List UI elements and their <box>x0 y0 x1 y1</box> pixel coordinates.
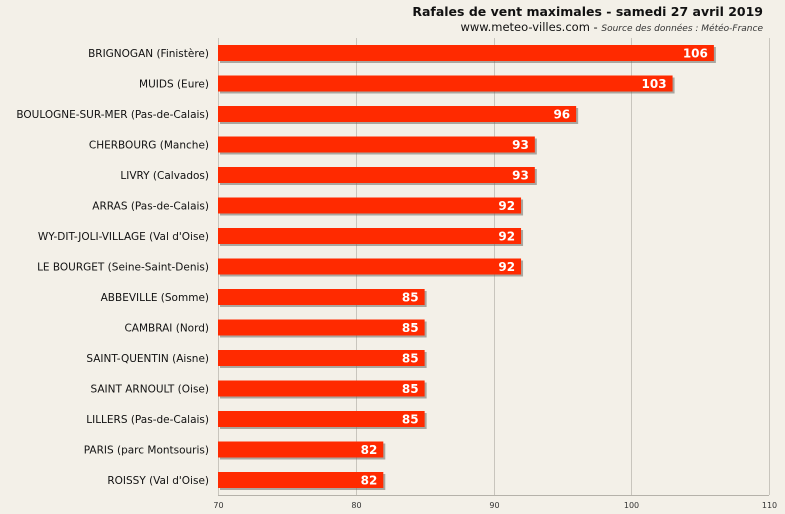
bar <box>218 106 577 122</box>
value-label: 85 <box>402 352 419 366</box>
value-label: 103 <box>642 77 667 91</box>
chart-header: Rafales de vent maximales - samedi 27 av… <box>412 4 763 37</box>
x-tick-label: 80 <box>351 501 361 510</box>
value-label: 85 <box>402 382 419 396</box>
value-label: 106 <box>683 47 708 61</box>
chart-title: Rafales de vent maximales - samedi 27 av… <box>412 4 763 19</box>
value-label: 93 <box>512 138 529 152</box>
value-label: 92 <box>498 199 515 213</box>
value-label: 85 <box>402 413 419 427</box>
category-label: SAINT ARNOULT (Oise) <box>91 384 210 396</box>
category-label: BOULOGNE-SUR-MER (Pas-de-Calais) <box>16 109 209 121</box>
bar <box>218 289 425 305</box>
bar <box>218 228 522 244</box>
bar <box>218 45 714 61</box>
x-tick-label: 70 <box>213 501 223 510</box>
category-label: PARIS (parc Montsouris) <box>84 445 209 457</box>
bar <box>218 319 425 336</box>
bar <box>218 167 535 183</box>
value-label: 85 <box>402 321 419 335</box>
x-tick-label: 90 <box>489 501 499 510</box>
subtitle-separator: - <box>589 20 602 34</box>
chart-subtitle: www.meteo-villes.com - Source des donnée… <box>412 20 763 37</box>
category-label: CAMBRAI (Nord) <box>124 323 209 335</box>
category-label: SAINT-QUENTIN (Aisne) <box>86 353 209 365</box>
bar <box>218 472 384 488</box>
value-label: 92 <box>498 230 515 244</box>
data-source: Source des données : Météo-France <box>601 24 763 34</box>
value-label: 82 <box>361 443 378 457</box>
bar <box>218 441 384 458</box>
bar <box>218 75 673 92</box>
category-label: ROISSY (Val d'Oise) <box>107 475 209 487</box>
bar <box>218 350 425 366</box>
x-tick-label: 100 <box>624 501 639 510</box>
bar <box>218 258 522 275</box>
category-label: WY-DIT-JOLI-VILLAGE (Val d'Oise) <box>38 231 209 243</box>
category-label: LILLERS (Pas-de-Calais) <box>86 414 209 426</box>
value-label: 92 <box>498 260 515 274</box>
value-label: 96 <box>553 108 570 122</box>
category-label: MUIDS (Eure) <box>139 79 209 91</box>
category-label: ARRAS (Pas-de-Calais) <box>92 201 209 213</box>
site-url: www.meteo-villes.com <box>460 20 590 34</box>
value-label: 93 <box>512 169 529 183</box>
category-label: BRIGNOGAN (Finistère) <box>88 48 209 60</box>
bar <box>218 136 535 153</box>
value-label: 82 <box>361 474 378 488</box>
category-label: CHERBOURG (Manche) <box>89 140 209 152</box>
category-label: LE BOURGET (Seine-Saint-Denis) <box>37 262 209 274</box>
bar <box>218 197 522 214</box>
bar <box>218 380 425 397</box>
bar <box>218 411 425 427</box>
category-label: LIVRY (Calvados) <box>120 170 209 182</box>
value-label: 85 <box>402 291 419 305</box>
category-label: ABBEVILLE (Somme) <box>101 292 209 304</box>
x-tick-label: 110 <box>762 501 777 510</box>
